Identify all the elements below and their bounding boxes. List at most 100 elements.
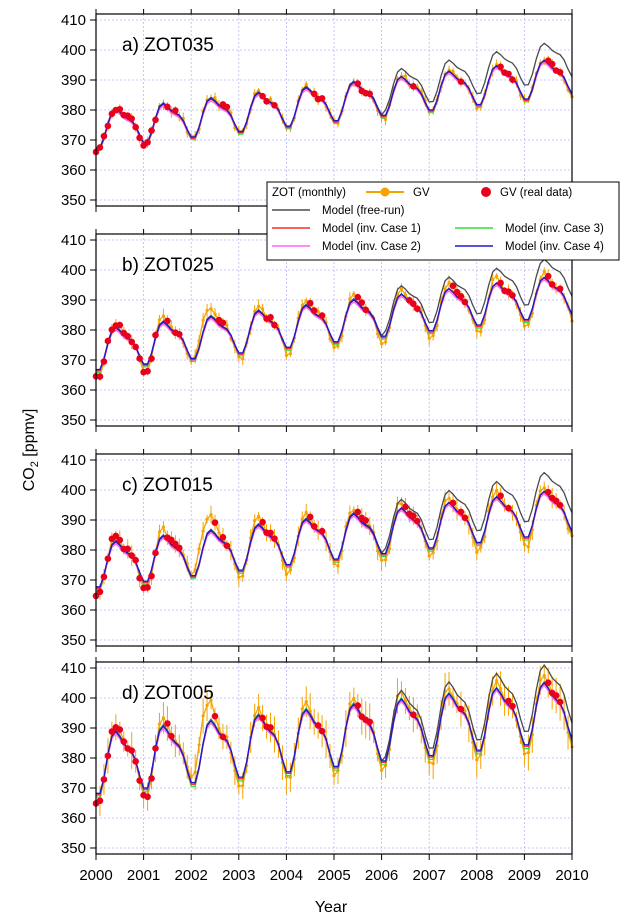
gv-point — [300, 707, 304, 711]
gv-point — [479, 330, 483, 334]
gv-point — [257, 514, 261, 518]
gv-point — [463, 709, 467, 713]
gv-real-point — [104, 122, 112, 130]
gv-point — [526, 545, 530, 549]
gv-point — [209, 513, 213, 517]
gv-real-point — [556, 68, 564, 76]
gv-point — [542, 674, 546, 678]
gv-real-point — [112, 532, 120, 540]
gv-real-point — [271, 535, 278, 542]
gv-real-point — [318, 727, 326, 735]
y-tick-label: 370 — [61, 352, 86, 369]
gv-real-point — [402, 503, 409, 511]
gv-real-point — [410, 300, 417, 307]
gv-point — [451, 69, 455, 73]
gv-real-point — [354, 80, 362, 87]
gv-point — [475, 329, 479, 333]
gv-real-point — [556, 285, 564, 293]
x-tick-label: 2010 — [555, 867, 588, 884]
gv-point — [205, 517, 209, 521]
gv-real-point — [497, 279, 504, 287]
gv-real-point — [219, 733, 227, 741]
gv-point — [217, 531, 221, 535]
gv-point — [348, 702, 352, 706]
gv-real-point — [172, 540, 179, 548]
gv-point — [332, 773, 336, 778]
y-tick-label: 410 — [61, 12, 86, 29]
gv-real-point — [152, 116, 159, 124]
gv-real-point — [271, 102, 278, 109]
gv-real-point — [259, 714, 266, 722]
gv-point — [241, 784, 245, 788]
panel-label: b) ZOT025 — [122, 255, 214, 276]
gv-real-point — [354, 508, 362, 516]
gv-point — [447, 496, 451, 500]
legend-gv-real-marker — [481, 187, 491, 197]
gv-real-point — [108, 326, 116, 333]
y-tick-label: 380 — [61, 102, 86, 119]
gv-real-point — [259, 518, 266, 526]
gv-point — [157, 530, 162, 534]
gv-point — [201, 318, 205, 322]
gv-point — [261, 307, 265, 311]
gv-point — [257, 304, 261, 308]
gv-real-point — [176, 544, 183, 552]
gv-real-point — [318, 312, 326, 319]
y-tick-label: 400 — [61, 482, 86, 499]
gv-real-point — [124, 545, 132, 553]
gv-real-point — [132, 343, 139, 351]
panel-label: d) ZOT005 — [122, 683, 214, 704]
gv-point — [479, 545, 483, 549]
gv-point — [241, 357, 245, 361]
gv-point — [495, 274, 499, 278]
y-axis-title-main: CO — [21, 467, 38, 491]
gv-point — [522, 324, 527, 328]
gv-real-point — [211, 519, 219, 526]
gv-point — [332, 345, 336, 350]
x-axis-title: Year — [315, 899, 348, 916]
legend: ZOT (monthly) GV GV (real data) Model (f… — [266, 181, 620, 261]
x-tick-label: 2004 — [270, 867, 303, 884]
gv-real-point — [164, 720, 171, 727]
gv-real-point — [219, 319, 227, 327]
legend-box — [266, 181, 620, 261]
legend-title: ZOT (monthly) — [272, 187, 346, 199]
gv-real-point — [505, 504, 512, 512]
gv-point — [284, 353, 288, 357]
gv-point — [304, 700, 308, 704]
y-tick-label: 370 — [61, 572, 86, 589]
gv-point — [157, 318, 162, 322]
gv-point — [383, 340, 388, 344]
gv-point — [336, 344, 340, 348]
gv-real-point — [100, 358, 108, 365]
gv-real-point — [544, 679, 552, 686]
x-tick-label: 2000 — [79, 867, 112, 884]
gv-point — [161, 716, 166, 720]
y-tick-label: 360 — [61, 382, 86, 399]
gv-real-point — [100, 132, 108, 140]
gv-real-point — [358, 299, 366, 306]
gv-real-point — [96, 373, 104, 380]
gv-point — [495, 678, 499, 683]
gv-point — [475, 758, 479, 762]
gv-real-point — [410, 711, 417, 718]
gv-point — [427, 554, 431, 558]
gv-real-point — [548, 281, 556, 288]
gv-point — [526, 322, 530, 327]
y-tick-label: 410 — [61, 232, 86, 249]
gv-real-point — [172, 107, 179, 114]
gv-point — [197, 743, 201, 747]
gv-point — [213, 95, 217, 100]
gv-point — [495, 62, 499, 67]
gv-point — [522, 542, 527, 546]
gv-real-point — [366, 90, 374, 98]
x-tick-label: 2008 — [460, 867, 493, 884]
gv-real-point — [116, 536, 124, 544]
gv-real-point — [362, 306, 370, 314]
gv-point — [288, 775, 292, 779]
gv-point — [197, 547, 201, 551]
gv-real-point — [164, 317, 171, 325]
panel-label: c) ZOT015 — [122, 475, 213, 496]
